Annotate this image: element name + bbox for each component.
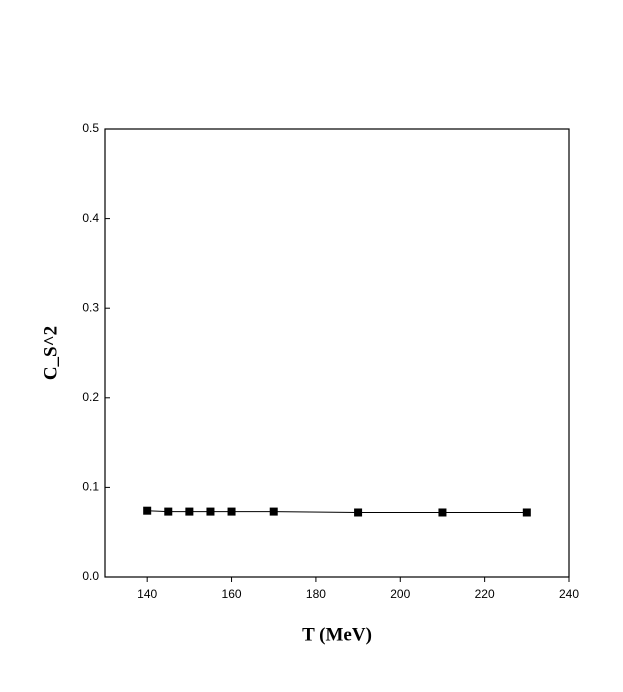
x-axis-title: T (MeV) [302, 624, 372, 645]
x-tick-label: 140 [137, 587, 157, 601]
marker [269, 507, 278, 516]
plot-frame [104, 128, 570, 578]
y-tick-label: 0.3 [82, 300, 99, 314]
marker [227, 507, 236, 516]
marker [206, 507, 215, 516]
x-tick-label: 180 [306, 587, 326, 601]
marker [522, 508, 531, 517]
y-tick-label: 0.1 [82, 480, 99, 494]
x-tick-label: 240 [559, 587, 579, 601]
marker [143, 506, 152, 515]
y-axis-title: C_S^2 [40, 326, 61, 380]
y-tick-label: 0.0 [82, 569, 99, 583]
x-tick-label: 220 [475, 587, 495, 601]
series-line [147, 510, 527, 513]
x-tick-label: 160 [222, 587, 242, 601]
x-tick-label: 200 [390, 587, 410, 601]
marker [164, 507, 173, 516]
marker [185, 507, 194, 516]
y-tick-label: 0.4 [82, 211, 99, 225]
y-tick-label: 0.5 [82, 121, 99, 135]
y-tick-label: 0.2 [82, 390, 99, 404]
marker [438, 508, 447, 517]
marker [354, 508, 363, 517]
